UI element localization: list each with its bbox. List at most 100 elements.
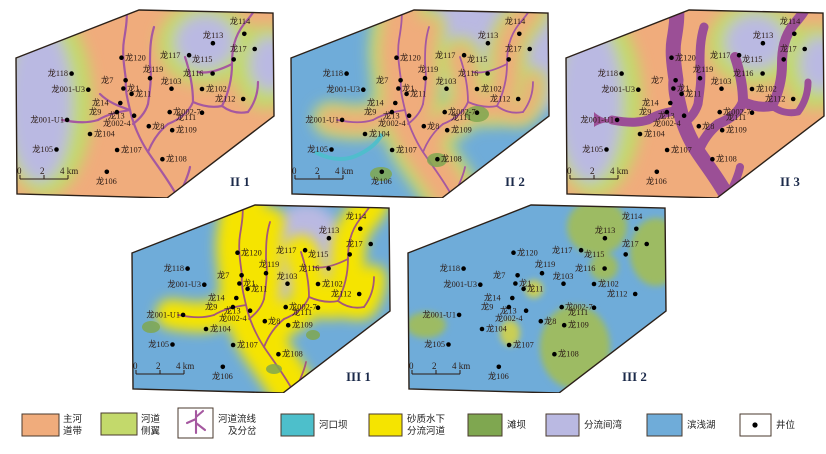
svg-text:龙001-U3: 龙001-U3 xyxy=(51,84,85,94)
svg-text:龙9: 龙9 xyxy=(89,107,101,117)
svg-text:4 km: 4 km xyxy=(176,361,194,371)
svg-text:II 2: II 2 xyxy=(505,174,525,189)
svg-text:龙107: 龙107 xyxy=(396,145,417,155)
svg-text:龙11: 龙11 xyxy=(135,89,151,99)
svg-text:龙106: 龙106 xyxy=(212,371,233,381)
svg-text:龙001-U3: 龙001-U3 xyxy=(167,279,201,289)
svg-text:及分岔: 及分岔 xyxy=(228,426,257,437)
svg-text:龙113: 龙113 xyxy=(478,30,498,40)
svg-text:龙11: 龙11 xyxy=(685,89,701,99)
svg-text:龙108: 龙108 xyxy=(558,349,579,359)
svg-text:龙119: 龙119 xyxy=(259,259,279,269)
svg-text:0: 0 xyxy=(409,361,414,371)
svg-text:龙001-U1: 龙001-U1 xyxy=(146,310,180,320)
svg-text:龙103: 龙103 xyxy=(161,76,182,86)
svg-text:龙109: 龙109 xyxy=(176,125,197,135)
svg-text:II 3: II 3 xyxy=(780,174,800,189)
svg-text:滩坝: 滩坝 xyxy=(507,419,527,431)
svg-text:龙114: 龙114 xyxy=(346,211,367,221)
svg-text:龙113: 龙113 xyxy=(595,225,615,235)
svg-text:滨浅湖: 滨浅湖 xyxy=(687,419,716,431)
svg-text:龙116: 龙116 xyxy=(733,68,753,78)
svg-text:龙002-4: 龙002-4 xyxy=(103,118,132,128)
svg-text:龙102: 龙102 xyxy=(481,84,502,94)
svg-text:河口坝: 河口坝 xyxy=(319,419,348,431)
svg-text:II 1: II 1 xyxy=(230,174,250,189)
svg-text:龙117: 龙117 xyxy=(435,50,455,60)
svg-text:龙103: 龙103 xyxy=(277,271,298,281)
svg-text:龙14: 龙14 xyxy=(484,293,501,303)
svg-text:龙114: 龙114 xyxy=(622,211,643,221)
svg-text:2: 2 xyxy=(590,166,595,176)
svg-text:龙115: 龙115 xyxy=(584,249,604,259)
svg-text:龙120: 龙120 xyxy=(675,53,696,63)
svg-text:龙17: 龙17 xyxy=(622,239,639,249)
svg-text:龙001-U3: 龙001-U3 xyxy=(601,84,635,94)
svg-text:龙14: 龙14 xyxy=(642,98,659,108)
svg-text:龙104: 龙104 xyxy=(486,324,508,334)
svg-text:龙107: 龙107 xyxy=(237,340,258,350)
svg-text:龙7: 龙7 xyxy=(651,75,663,85)
svg-text:III 2: III 2 xyxy=(622,369,647,384)
svg-text:龙105: 龙105 xyxy=(148,339,169,349)
svg-text:龙106: 龙106 xyxy=(371,176,392,186)
svg-text:龙118: 龙118 xyxy=(440,263,460,273)
svg-text:龙114: 龙114 xyxy=(505,16,526,26)
svg-text:4 km: 4 km xyxy=(452,361,470,371)
svg-text:龙002-4: 龙002-4 xyxy=(495,313,524,323)
svg-text:4 km: 4 km xyxy=(335,166,353,176)
svg-text:龙102: 龙102 xyxy=(322,279,343,289)
svg-text:龙17: 龙17 xyxy=(780,44,797,54)
svg-text:龙116: 龙116 xyxy=(183,68,203,78)
svg-text:龙106: 龙106 xyxy=(488,371,509,381)
svg-text:2: 2 xyxy=(315,166,320,176)
svg-text:井位: 井位 xyxy=(776,419,796,431)
svg-text:龙002-4: 龙002-4 xyxy=(653,118,682,128)
svg-text:龙102: 龙102 xyxy=(756,84,777,94)
svg-text:龙115: 龙115 xyxy=(467,54,487,64)
svg-text:龙116: 龙116 xyxy=(458,68,478,78)
svg-text:龙112: 龙112 xyxy=(607,289,627,299)
svg-text:龙117: 龙117 xyxy=(552,245,572,255)
svg-text:龙120: 龙120 xyxy=(400,53,421,63)
svg-text:2: 2 xyxy=(156,361,161,371)
svg-text:龙107: 龙107 xyxy=(121,145,142,155)
svg-text:龙001-U1: 龙001-U1 xyxy=(30,115,64,125)
svg-text:龙115: 龙115 xyxy=(742,54,762,64)
svg-text:龙115: 龙115 xyxy=(192,54,212,64)
svg-text:龙108: 龙108 xyxy=(166,154,187,164)
svg-text:龙112: 龙112 xyxy=(765,94,785,104)
svg-text:龙119: 龙119 xyxy=(143,64,163,74)
svg-text:龙109: 龙109 xyxy=(451,125,472,135)
svg-text:龙104: 龙104 xyxy=(369,129,391,139)
svg-text:龙002-4: 龙002-4 xyxy=(378,118,407,128)
svg-text:龙118: 龙118 xyxy=(164,263,184,273)
svg-text:龙9: 龙9 xyxy=(205,302,217,312)
svg-text:龙8: 龙8 xyxy=(702,121,714,131)
svg-text:龙111: 龙111 xyxy=(726,112,746,122)
svg-text:龙115: 龙115 xyxy=(308,249,328,259)
svg-text:龙14: 龙14 xyxy=(208,293,225,303)
svg-text:龙7: 龙7 xyxy=(493,270,505,280)
svg-text:龙17: 龙17 xyxy=(346,239,363,249)
svg-text:龙105: 龙105 xyxy=(307,144,328,154)
svg-text:龙108: 龙108 xyxy=(716,154,737,164)
svg-text:龙120: 龙120 xyxy=(517,248,538,258)
svg-text:龙104: 龙104 xyxy=(644,129,666,139)
svg-text:2: 2 xyxy=(432,361,437,371)
svg-text:0: 0 xyxy=(567,166,572,176)
svg-text:龙001-U1: 龙001-U1 xyxy=(305,115,339,125)
svg-text:龙112: 龙112 xyxy=(215,94,235,104)
svg-text:0: 0 xyxy=(292,166,297,176)
svg-text:分流间湾: 分流间湾 xyxy=(584,419,623,431)
svg-text:河道: 河道 xyxy=(141,413,161,425)
svg-text:龙111: 龙111 xyxy=(292,307,312,317)
svg-text:龙119: 龙119 xyxy=(418,64,438,74)
svg-text:龙9: 龙9 xyxy=(364,107,376,117)
svg-text:龙002-4: 龙002-4 xyxy=(219,313,248,323)
svg-text:龙8: 龙8 xyxy=(152,121,164,131)
svg-text:龙116: 龙116 xyxy=(575,263,595,273)
svg-text:龙7: 龙7 xyxy=(376,75,388,85)
svg-text:道带: 道带 xyxy=(63,425,83,437)
svg-text:龙001-U1: 龙001-U1 xyxy=(422,310,456,320)
